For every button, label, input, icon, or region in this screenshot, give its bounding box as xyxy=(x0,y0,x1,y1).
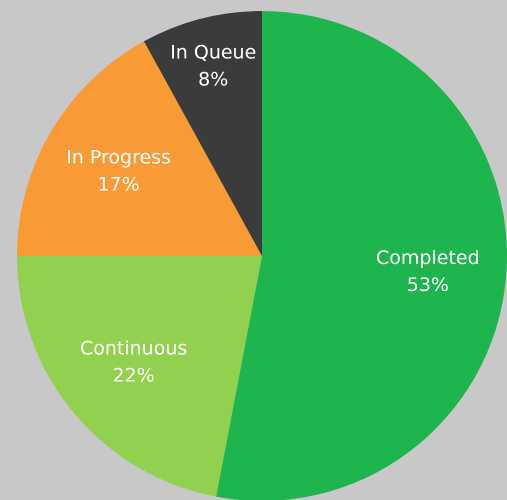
pie-slice xyxy=(17,256,262,497)
slice-label: In Queue xyxy=(170,42,256,64)
slice-value-label: 53% xyxy=(407,274,449,296)
slice-value-label: 22% xyxy=(113,365,155,387)
slice-label: Completed xyxy=(376,247,480,269)
pie-slice xyxy=(17,41,262,256)
slice-label: Continuous xyxy=(80,338,187,360)
pie-slice xyxy=(143,11,262,256)
slice-value-label: 17% xyxy=(97,174,139,196)
pie-slice xyxy=(216,11,507,500)
slice-value-label: 8% xyxy=(198,69,228,91)
slice-label: In Progress xyxy=(66,147,171,169)
